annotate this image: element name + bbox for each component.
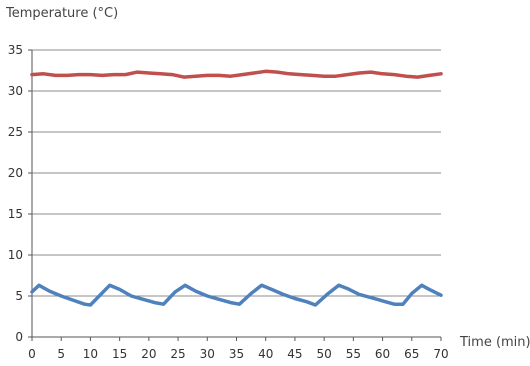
x-tick-label-50: 50 <box>317 347 332 361</box>
x-tick-label-5: 5 <box>57 347 65 361</box>
x-tick-label-40: 40 <box>258 347 273 361</box>
x-tick-label-15: 15 <box>112 347 127 361</box>
y-tick-label-35: 35 <box>8 43 23 57</box>
y-tick-label-5: 5 <box>15 289 23 303</box>
x-tick-label-55: 55 <box>346 347 361 361</box>
x-tick-label-25: 25 <box>170 347 185 361</box>
series-line-1 <box>30 69 443 79</box>
x-tick-label-70: 70 <box>433 347 448 361</box>
x-tick-label-10: 10 <box>83 347 98 361</box>
y-tick-label-15: 15 <box>8 207 23 221</box>
y-tick-label-0: 0 <box>15 330 23 344</box>
axes <box>28 49 442 341</box>
y-axis-title: Temperature (°C) <box>5 6 118 21</box>
series-line-2 <box>30 283 443 307</box>
series-lines <box>30 69 443 307</box>
y-tick-label-20: 20 <box>8 166 23 180</box>
x-tick-label-20: 20 <box>141 347 156 361</box>
x-tick-label-65: 65 <box>404 347 419 361</box>
y-tick-label-30: 30 <box>8 84 23 98</box>
x-tick-labels: 0 5 10 15 20 25 30 35 40 45 50 55 60 65 70 <box>28 347 448 361</box>
y-tick-label-25: 25 <box>8 125 23 139</box>
x-tick-label-35: 35 <box>229 347 244 361</box>
x-tick-label-60: 60 <box>375 347 390 361</box>
x-tick-label-0: 0 <box>28 347 36 361</box>
y-tick-labels: 0 5 10 15 20 25 30 35 <box>8 43 23 344</box>
y-tick-label-10: 10 <box>8 248 23 262</box>
x-axis-title: Time (min) <box>459 335 530 350</box>
grid-lines <box>32 49 441 297</box>
x-tick-label-30: 30 <box>200 347 215 361</box>
x-tick-label-45: 45 <box>287 347 302 361</box>
